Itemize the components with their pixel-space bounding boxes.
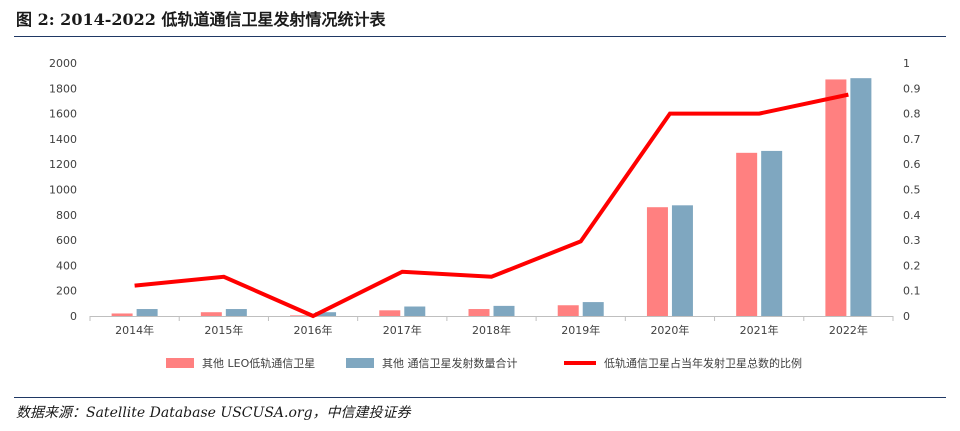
bar-total xyxy=(582,302,604,316)
y-right-tick-label: 0.2 xyxy=(903,259,921,272)
bar-total xyxy=(315,312,337,316)
x-tick-label: 2017年 xyxy=(383,323,422,337)
bar-total xyxy=(225,309,247,316)
y-left-tick-label: 1600 xyxy=(49,108,77,121)
x-tick-label: 2014年 xyxy=(115,323,154,337)
x-tick-label: 2021年 xyxy=(740,323,779,337)
bars xyxy=(111,78,872,317)
x-tick-label: 2019年 xyxy=(561,323,600,337)
bar-leo xyxy=(111,313,133,316)
y-left-tick-label: 2000 xyxy=(49,57,77,70)
y-right-tick-label: 0.6 xyxy=(903,158,921,171)
source-note: 数据来源：Satellite Database USCUSA.org，中信建投证… xyxy=(16,405,411,421)
x-tick-label: 2020年 xyxy=(650,323,689,337)
legend-swatch-leo xyxy=(166,358,194,368)
legend-label: 低轨通信卫星占当年发射卫星总数的比例 xyxy=(604,356,802,370)
y-right-tick-label: 0.8 xyxy=(903,108,921,121)
y-right-tick-label: 0.5 xyxy=(903,184,921,197)
legend-label: 其他 通信卫星发射数量合计 xyxy=(382,356,518,370)
legend-swatch-total xyxy=(346,358,374,368)
y-right-tick-label: 0.3 xyxy=(903,234,921,247)
y-right-axis: 0 0.1 0.2 0.3 0.4 0.5 0.6 0.7 0.8 0.9 1 xyxy=(903,57,921,323)
x-tick-label: 2018年 xyxy=(472,323,511,337)
y-right-tick-label: 0.7 xyxy=(903,133,921,146)
y-left-tick-label: 600 xyxy=(56,234,77,247)
x-tick-label: 2022年 xyxy=(829,323,868,337)
x-tick-label: 2016年 xyxy=(294,323,333,337)
bar-leo xyxy=(646,207,668,316)
y-right-tick-label: 0.4 xyxy=(903,209,921,222)
x-axis: 2014年 2015年 2016年 2017年 2018年 2019年 2020年 2021年… xyxy=(89,316,894,337)
bar-total xyxy=(404,306,426,316)
bar-leo xyxy=(557,305,579,316)
y-right-tick-label: 0.1 xyxy=(903,285,921,298)
bar-total xyxy=(850,78,872,317)
title-rule xyxy=(14,36,946,37)
bar-total xyxy=(136,309,158,316)
y-left-tick-label: 1800 xyxy=(49,82,77,95)
bar-leo xyxy=(200,312,222,316)
line-series xyxy=(134,92,849,319)
y-left-tick-label: 400 xyxy=(56,259,77,272)
y-left-tick-label: 1200 xyxy=(49,158,77,171)
y-left-tick-label: 1400 xyxy=(49,133,77,146)
bar-leo xyxy=(468,309,490,316)
bar-total xyxy=(671,205,693,316)
y-left-tick-label: 0 xyxy=(70,310,77,323)
bar-total xyxy=(761,150,783,316)
y-right-tick-label: 0.9 xyxy=(903,82,921,95)
y-right-tick-label: 1 xyxy=(903,57,910,70)
y-left-axis: 0 200 400 600 800 1000 1200 1400 1600 1800 2000 xyxy=(49,57,77,323)
bar-leo xyxy=(736,152,758,316)
y-left-tick-label: 200 xyxy=(56,285,77,298)
legend-label: 其他 LEO低轨通信卫星 xyxy=(202,356,315,370)
chart-title: 图 2: 2014-2022 低轨道通信卫星发射情况统计表 xyxy=(16,10,386,29)
source-rule xyxy=(14,397,946,398)
y-left-tick-label: 800 xyxy=(56,209,77,222)
ratio-line xyxy=(134,92,849,319)
bar-leo xyxy=(825,79,847,316)
legend: 其他 LEO低轨通信卫星 其他 通信卫星发射数量合计 低轨通信卫星占当年发射卫星总数… xyxy=(166,356,802,370)
bar-leo xyxy=(290,315,312,316)
bar-leo xyxy=(379,310,401,316)
y-right-tick-label: 0 xyxy=(903,310,910,323)
x-tick-label: 2015年 xyxy=(204,323,243,337)
y-left-tick-label: 1000 xyxy=(49,184,77,197)
bar-total xyxy=(493,305,515,316)
